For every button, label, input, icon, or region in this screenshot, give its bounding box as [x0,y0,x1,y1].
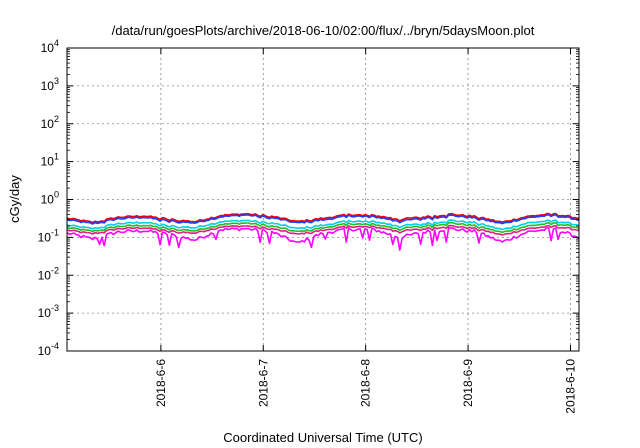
y-tick-label: 101 [41,152,59,169]
y-tick-label: 100 [41,190,59,207]
y-tick-label: 10-2 [38,265,59,282]
y-tick-label: 10-3 [38,303,59,320]
x-tick-label: 2018-6-6 [154,359,168,407]
chart-title: /data/run/goesPlots/archive/2018-06-10/0… [112,23,535,38]
x-tick-label: 2018-6-8 [359,359,373,407]
series-line [66,227,580,251]
x-tick-label: 2018-6-10 [563,359,577,414]
y-axis-label: cGy/day [7,175,22,223]
x-tick-label: 2018-6-9 [461,359,475,407]
x-tick-label: 2018-6-7 [256,359,270,407]
series-line [66,214,580,225]
y-tick-label: 103 [41,76,59,93]
grid-lines [67,48,579,351]
x-ticks: 2018-6-6 2018-6-7 2018-6-8 2018-6-9 2018-6-1… [154,48,577,414]
x-axis-label: Coordinated Universal Time (UTC) [223,430,422,445]
series-line [66,219,580,231]
y-tick-label: 104 [41,38,59,55]
series-line [66,221,580,234]
y-ticks: 10-4 10-3 10-2 10-1 100 101 102 103 104 [38,38,579,358]
series-line [66,212,580,224]
y-tick-label: 10-4 [38,341,59,358]
y-tick-label: 102 [41,114,59,131]
data-series [66,212,580,251]
series-line [66,224,580,236]
y-tick-label: 10-1 [38,227,59,244]
